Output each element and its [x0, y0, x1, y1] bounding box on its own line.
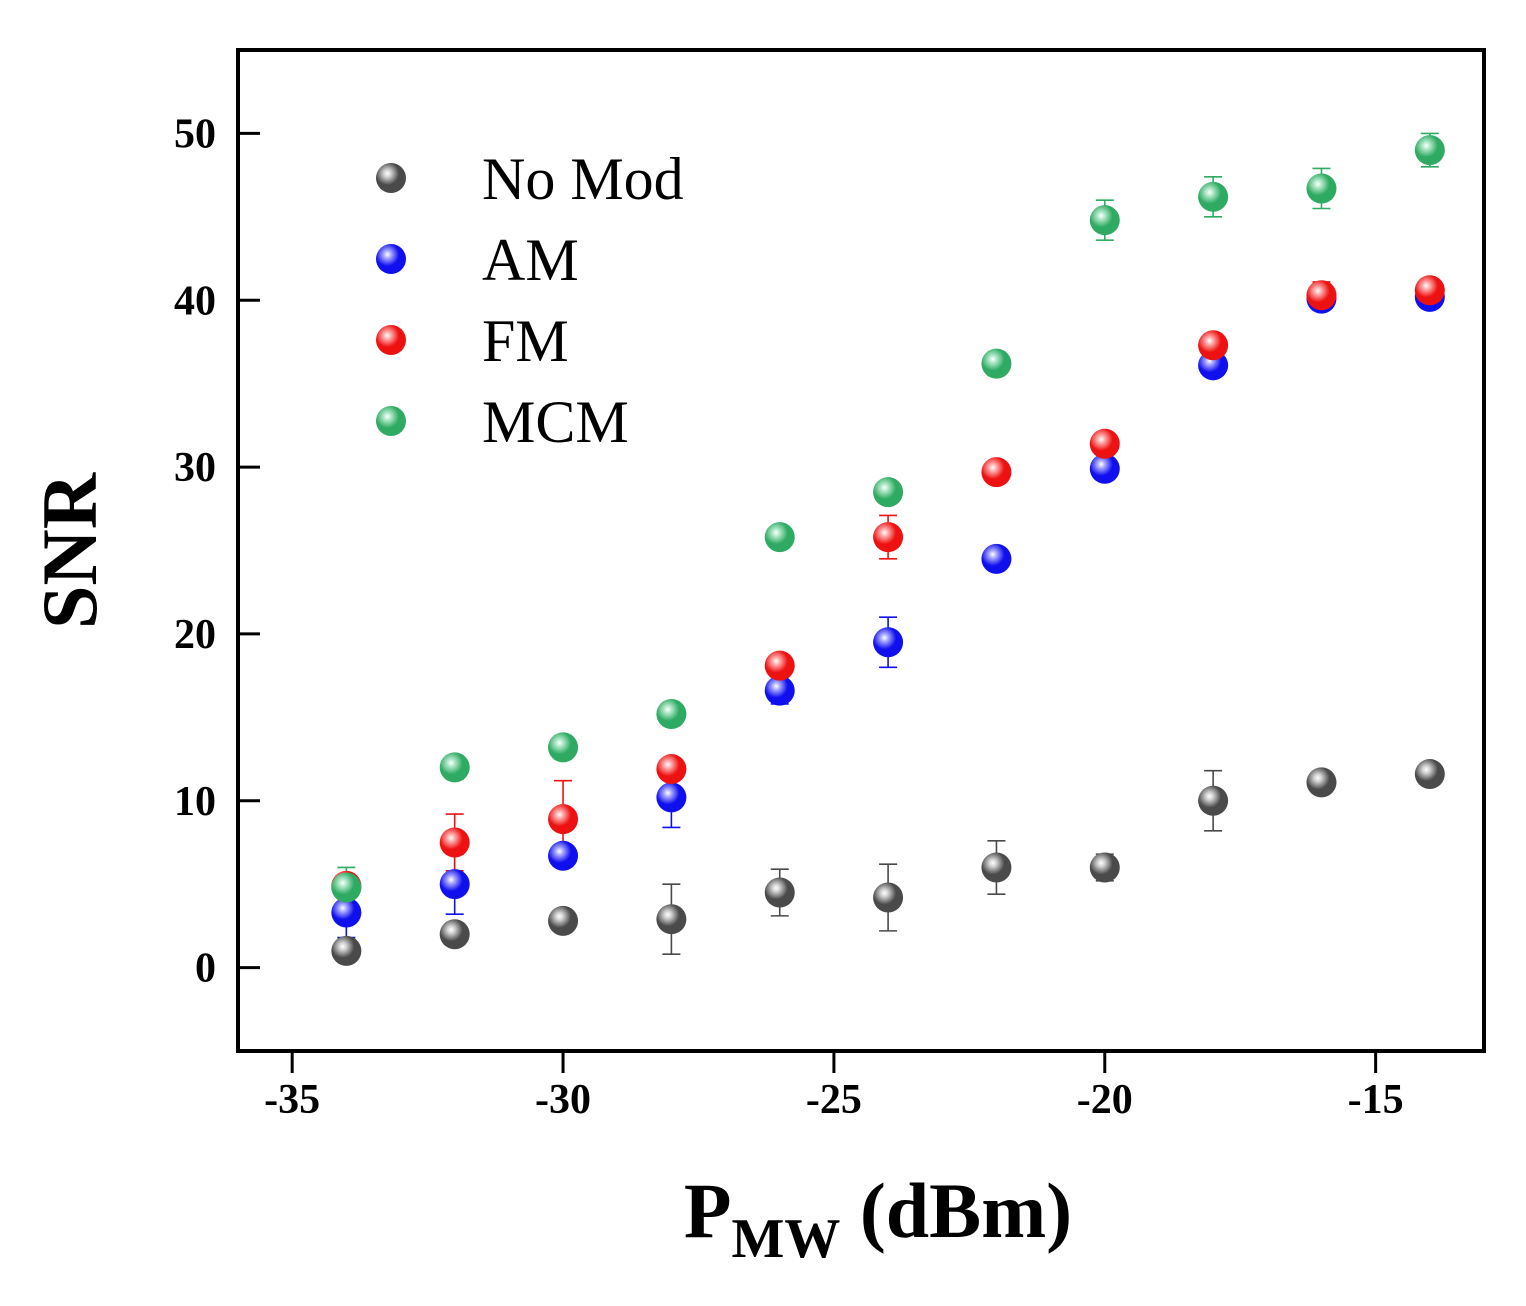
data-point — [548, 905, 579, 936]
x-axis-title: PMW (dBm) — [684, 1167, 1072, 1270]
x-tick-label: -30 — [535, 1077, 591, 1123]
y-tick-label: 30 — [174, 445, 216, 491]
data-point — [548, 732, 579, 763]
y-axis-title: SNR — [26, 471, 113, 629]
x-tick-label: -20 — [1077, 1077, 1133, 1123]
data-point — [873, 522, 904, 553]
y-tick-label: 0 — [195, 946, 216, 992]
legend-label: MCM — [482, 389, 629, 455]
data-point — [331, 935, 362, 966]
data-point — [439, 827, 470, 858]
data-point — [331, 897, 362, 928]
data-point — [1414, 759, 1445, 790]
x-tick-label: -25 — [806, 1077, 862, 1123]
y-tick-label: 10 — [174, 779, 216, 825]
y-tick-label: 40 — [174, 278, 216, 324]
data-point — [1198, 330, 1229, 361]
x-tick-label: -15 — [1348, 1077, 1404, 1123]
data-point — [1306, 173, 1337, 204]
data-point — [656, 904, 687, 935]
data-point — [656, 754, 687, 785]
data-point — [656, 782, 687, 813]
legend-marker — [376, 406, 406, 436]
data-point — [548, 840, 579, 871]
data-point — [439, 869, 470, 900]
x-tick-label: -35 — [264, 1077, 320, 1123]
data-point — [656, 698, 687, 729]
data-point — [439, 919, 470, 950]
data-point — [1414, 275, 1445, 306]
legend-marker — [376, 244, 406, 274]
legend-label: FM — [482, 308, 569, 374]
data-point — [1306, 767, 1337, 798]
data-point — [439, 752, 470, 783]
data-point — [1089, 205, 1120, 236]
data-point — [764, 675, 795, 706]
data-point — [1414, 135, 1445, 166]
data-point — [873, 477, 904, 508]
y-tick-label: 20 — [174, 612, 216, 658]
plot-frame — [236, 48, 1486, 1053]
data-point — [981, 457, 1012, 488]
legend-label: No Mod — [482, 146, 684, 212]
data-point — [331, 872, 362, 903]
data-point — [1089, 852, 1120, 883]
data-point — [764, 522, 795, 553]
data-point — [1306, 280, 1337, 311]
legend-marker — [376, 163, 406, 193]
data-point — [1089, 453, 1120, 484]
data-point — [1198, 785, 1229, 816]
legend-label: AM — [482, 227, 579, 293]
data-point — [981, 348, 1012, 379]
data-point — [548, 804, 579, 835]
data-point — [981, 852, 1012, 883]
y-tick-label: 50 — [174, 111, 216, 157]
data-point — [1089, 428, 1120, 459]
data-point — [873, 627, 904, 658]
data-point — [981, 543, 1012, 574]
data-point — [873, 882, 904, 913]
legend-marker — [376, 325, 406, 355]
data-point — [764, 877, 795, 908]
data-point — [1198, 181, 1229, 212]
data-point — [764, 650, 795, 681]
